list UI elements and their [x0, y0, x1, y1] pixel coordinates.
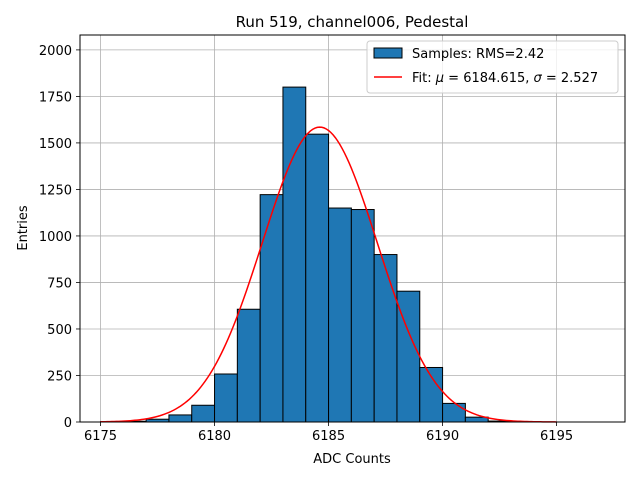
histogram-bar: [214, 373, 238, 423]
x-axis-label: ADC Counts: [313, 452, 391, 467]
x-tick-label: 6185: [312, 429, 345, 444]
y-tick-label: 1750: [39, 90, 72, 105]
histogram-bar: [259, 194, 284, 423]
y-axis-ticks: 0 250 500 750 1000 1250 1500 1750 2000: [39, 44, 80, 431]
gaussian-fit-curve: [100, 126, 557, 423]
legend-fit-mu-value: = 6184.615,: [444, 71, 533, 86]
y-tick-label: 500: [47, 323, 72, 338]
histogram-bar: [328, 207, 352, 423]
histogram-bar: [191, 404, 216, 423]
legend-fit-label: Fit: μ = 6184.615, σ = 2.527: [412, 71, 598, 86]
histogram-bar: [350, 209, 375, 423]
legend-fit-mu-symbol: μ: [435, 71, 444, 86]
histogram-bar: [282, 86, 307, 423]
histogram-bar: [236, 308, 261, 423]
histogram-bar: [373, 254, 398, 423]
histogram-bar: [168, 414, 193, 423]
x-tick-label: 6195: [540, 429, 573, 444]
y-tick-label: 1500: [39, 137, 72, 152]
y-tick-label: 250: [47, 369, 72, 384]
y-tick-label: 2000: [39, 44, 72, 59]
legend-box: [366, 40, 619, 94]
legend-fit-sigma-symbol: σ: [534, 71, 543, 86]
y-tick-label: 1250: [39, 183, 72, 198]
plot-frame: [79, 34, 626, 423]
histogram-bar: [464, 416, 489, 423]
x-tick-label: 6190: [426, 429, 459, 444]
y-tick-label: 750: [47, 276, 72, 291]
legend-fit-prefix: Fit:: [412, 71, 436, 86]
chart-title: Run 519, channel006, Pedestal: [236, 13, 469, 31]
x-tick-label: 6175: [84, 429, 117, 444]
histogram-bars: [100, 86, 535, 423]
x-tick-label: 6180: [198, 429, 231, 444]
legend: Samples: RMS=2.42 Fit: μ = 6184.615, σ =…: [366, 40, 619, 94]
histogram-bar: [305, 133, 330, 423]
y-tick-label: 0: [64, 416, 72, 431]
legend-samples-swatch: [373, 47, 403, 59]
x-axis-ticks: 6175 6180 6185 6190 6195: [84, 422, 573, 444]
legend-fit-sigma-value: = 2.527: [542, 71, 598, 86]
histogram-bar: [442, 402, 466, 423]
y-axis-label: Entries: [16, 205, 31, 251]
y-tick-label: 1000: [39, 230, 72, 245]
legend-samples-label: Samples: RMS=2.42: [412, 47, 544, 62]
